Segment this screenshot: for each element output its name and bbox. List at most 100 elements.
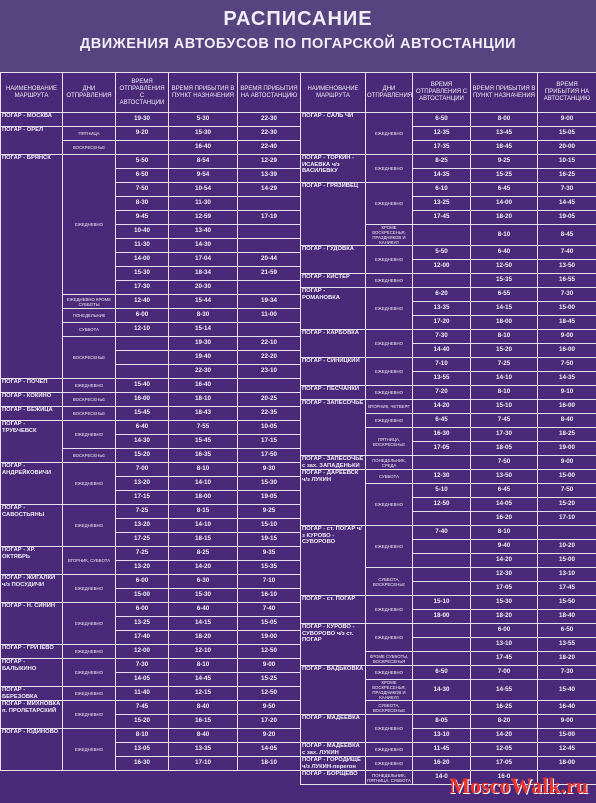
- time-cell: 13-10: [412, 728, 471, 743]
- departure-days: ЕЖЕДНЕВНО: [365, 665, 413, 680]
- time-cell: 18-00: [168, 490, 238, 505]
- time-cell: 19-30: [115, 112, 169, 127]
- time-cell: 16-20: [412, 756, 471, 771]
- route-name: ПОГАР - БРЯНСК: [0, 154, 63, 379]
- time-cell: 16-00: [537, 343, 596, 358]
- time-cell: 13-20: [115, 476, 169, 491]
- route-name: ПОГАР - ПОЧЕП: [0, 378, 63, 393]
- subtitle: ДВИЖЕНИЯ АВТОБУСОВ ПО ПОГАРСКОЙ АВТОСТАН…: [79, 36, 517, 52]
- time-cell: 12-45: [537, 742, 596, 757]
- route-name: ПОГАР - БАЛЫКИНО: [0, 658, 63, 687]
- time-cell: 5-50: [412, 245, 471, 260]
- route-name: ПОГАР - МАДЕЕВКА: [300, 714, 366, 743]
- title: РАСПИСАНИЕ: [223, 8, 373, 30]
- time-cell: 15-05: [237, 616, 301, 631]
- column-header: ВРЕМЯ ОТПРАВЛЕНИЯ С АВТОСТАНЦИИ: [115, 72, 169, 113]
- time-cell: 17-15: [115, 490, 169, 505]
- schedule-row: ПОГАР - МАДЕЕВКА ЕЖЕДНЕВНО 8-05 8-20 9-00: [300, 714, 596, 743]
- time-cell: 7-30: [115, 658, 169, 673]
- time-cell: 13-45: [470, 126, 538, 141]
- time-cell: 20-25: [237, 392, 301, 407]
- time-cell: 14-20: [470, 553, 538, 568]
- time-cell: 18-00: [537, 756, 596, 771]
- departure-days: ЕЖЕДНЕВНО: [365, 413, 413, 428]
- time-cell: [237, 238, 301, 253]
- time-cell: 18-20: [537, 651, 596, 666]
- time-cell: 10-05: [237, 420, 301, 435]
- time-cell: 14-05: [237, 742, 301, 757]
- time-cell: 7-25: [470, 357, 538, 372]
- schedule-row: СУББОТА, ВОСКРЕСЕНЬЕ 16-25 16-40: [301, 700, 596, 715]
- time-cell: 16-10: [237, 588, 301, 603]
- time-cell: 8-10: [470, 525, 538, 540]
- schedule-row: ПОГАР - ТОРКИН - ИСАЕВКА ч/з ВАСИЛЕВКУ ЕЖ…: [300, 154, 596, 183]
- time-cell: [412, 700, 471, 715]
- time-cell: 6-40: [470, 245, 538, 260]
- time-cell: 17-05: [470, 756, 538, 771]
- time-cell: 13-50: [537, 259, 596, 274]
- schedule-row: ПОГАР - ст. ПОГАР ч/з КУРОВО - СУВОРОВО Е…: [300, 525, 596, 596]
- departure-days: ПОНЕДЕЛЬНИК, СРЕДА: [365, 455, 413, 470]
- route-name: ПОГАР - МОСКВА: [0, 112, 63, 127]
- schedule-row: ПОГАР - ПОЧЕП ЕЖЕДНЕВНО 15-40 16-40: [0, 378, 301, 393]
- departure-days: ВТОРНИК, СУББОТА: [62, 546, 116, 575]
- time-cell: 15-40: [537, 679, 596, 701]
- time-cell: 12-05: [470, 742, 538, 757]
- time-cell: 14-45: [537, 196, 596, 211]
- route-name: ПОГАР - ЮДИНОВО: [0, 728, 63, 771]
- time-cell: 22-20: [237, 350, 301, 365]
- time-cell: 18-20: [470, 210, 538, 225]
- schedule-row: 14-00 17-04 20-44: [1, 252, 301, 267]
- route-name: ПОГАР - ст. ПОГАР ч/з КУРОВО - СУВОРОВО: [300, 525, 366, 596]
- time-cell: 20-00: [537, 140, 596, 155]
- schedule-row: ПОГАР - ХР. ОКТЯБРЬ ВТОРНИК, СУББОТА 7-25 8…: [0, 546, 301, 575]
- time-cell: 10-40: [115, 224, 169, 239]
- departure-days: ЕЖЕДНЕВНО: [365, 182, 413, 225]
- departure-days: ВТОРНИК, ЧЕТВЕРГ: [365, 399, 413, 414]
- time-cell: 6-00: [115, 574, 169, 589]
- time-cell: 15-45: [115, 406, 169, 421]
- departure-days: СУББОТА: [62, 322, 116, 337]
- time-cell: 16-35: [168, 448, 238, 463]
- time-cell: 16-30: [412, 427, 471, 442]
- departure-days: ПОНЕДЕЛЬНИК, ПЯТНИЦА, СУББОТА: [365, 770, 413, 785]
- time-cell: 15-10: [412, 595, 471, 610]
- time-cell: 9-00: [537, 714, 596, 729]
- time-cell: 7-40: [412, 525, 471, 540]
- time-cell: 7-10: [237, 574, 301, 589]
- route-name: ПОГАР - ДАРЕЕВСК ч/з ЛУКИН: [300, 469, 366, 526]
- route-name: ПОГАР - КОКИНО: [0, 392, 63, 407]
- time-cell: 14-10: [168, 518, 238, 533]
- schedule-row: ПОГАР - ГУДОВКА ЕЖЕДНЕВНО 5-50 6-40 7-40: [300, 245, 596, 274]
- route-name: ПОГАР - ПЕСЧАНКИ: [300, 385, 366, 400]
- time-cell: 18-00: [412, 609, 471, 624]
- time-cell: 13-55: [537, 637, 596, 652]
- time-cell: 8-10: [115, 728, 169, 743]
- time-cell: 8-10: [470, 224, 538, 246]
- time-cell: 11-40: [115, 686, 169, 701]
- time-cell: 6-40: [168, 602, 238, 617]
- departure-days: ЕЖЕДНЕВНО: [62, 574, 116, 603]
- schedule-row: ПОГАР - САВОСТЬЯНЫ ЕЖЕДНЕВНО 7-25 8-15 9-25: [0, 504, 301, 547]
- column-header: НАИМЕНОВАНИЕ МАРШРУТА: [0, 72, 63, 113]
- time-cell: 19-05: [237, 490, 301, 505]
- schedule-row: ПОГАР - БОРЩЕВО ПОНЕДЕЛЬНИК, ПЯТНИЦА, СУБ…: [300, 770, 596, 785]
- time-cell: 18-20: [168, 630, 238, 645]
- time-cell: [115, 140, 169, 155]
- departure-days: ЕЖЕДНЕВНО: [365, 357, 413, 386]
- time-cell: 17-05: [470, 581, 538, 596]
- schedule-row: ПОГАР - ЮДИНОВО ЕЖЕДНЕВНО 8-10 8-40 9-20: [0, 728, 301, 771]
- route-name: ПОГАР - КУРОВО - СУВОРОВО ч/з ст. ПОГАР: [300, 623, 366, 666]
- time-cell: 16-00: [115, 392, 169, 407]
- time-cell: 7-45: [115, 700, 169, 715]
- column-header: ВРЕМЯ ПРИБЫТИЯ В ПУНКТ НАЗНАЧЕНИЯ: [168, 72, 238, 113]
- time-cell: 17-45: [470, 651, 538, 666]
- route-name: ПОГАР - БОРЩЕВО: [300, 770, 366, 785]
- column-header: ВРЕМЯ ПРИБЫТИЯ В ПУНКТ НАЗНАЧЕНИЯ: [470, 72, 538, 113]
- time-cell: 17-45: [537, 581, 596, 596]
- time-cell: 6-20: [412, 287, 471, 302]
- time-cell: 18-00: [470, 315, 538, 330]
- time-cell: 14-30: [115, 434, 169, 449]
- time-cell: 14-15: [168, 616, 238, 631]
- departure-days: КРОМЕ ВОСКРЕСЕНЬЯ, ПРАЗДНИКОВ И КАНИКУЛ: [365, 224, 413, 246]
